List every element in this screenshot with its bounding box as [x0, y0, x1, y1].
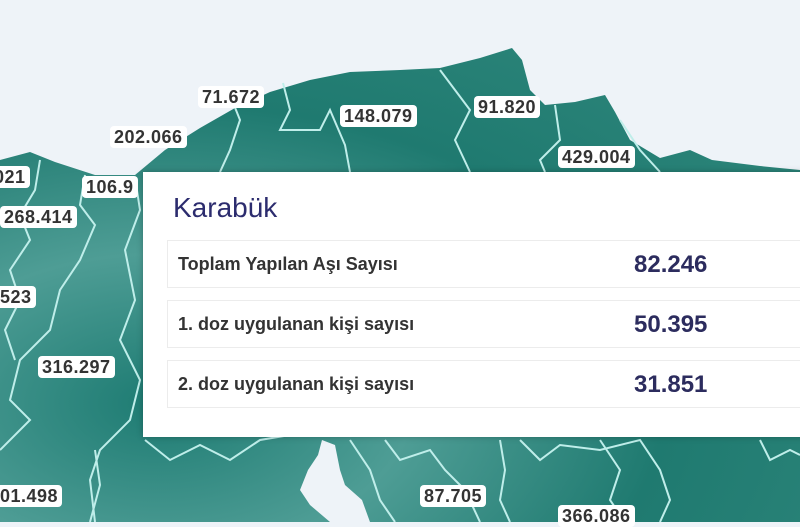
- tooltip-row: 2. doz uygulanan kişi sayısı 31.851: [167, 360, 800, 408]
- map-label: 87.705: [420, 485, 487, 507]
- map-label: 268.414: [0, 206, 77, 228]
- row-value: 31.851: [634, 371, 708, 398]
- map-label: 523: [0, 286, 36, 308]
- map-label: 01.498: [0, 485, 63, 507]
- tooltip-row: 1. doz uygulanan kişi sayısı 50.395: [167, 300, 800, 348]
- row-label: 1. doz uygulanan kişi sayısı: [178, 314, 415, 334]
- row-value: 82.246: [634, 251, 708, 278]
- row-label: Toplam Yapılan Aşı Sayısı: [178, 254, 398, 274]
- map-label: 91.820: [474, 96, 541, 118]
- map-label: 429.004: [558, 146, 635, 168]
- map-label: 202.066: [110, 126, 187, 148]
- map-label: 366.086: [558, 505, 635, 527]
- map-label: 316.297: [38, 356, 115, 378]
- map-label: 148.079: [340, 105, 417, 127]
- tooltip-title: Karabük: [173, 192, 278, 223]
- map-label: 106.9: [82, 176, 138, 198]
- tooltip-row: Toplam Yapılan Aşı Sayısı 82.246: [167, 240, 800, 288]
- map-label: 71.672: [198, 86, 265, 108]
- row-label: 2. doz uygulanan kişi sayısı: [178, 374, 415, 394]
- province-tooltip: Karabük Toplam Yapılan Aşı Sayısı 82.246…: [143, 172, 800, 437]
- lake: [300, 440, 370, 522]
- province-borders: [0, 69, 800, 522]
- map-label: 021: [0, 166, 30, 188]
- row-value: 50.395: [634, 311, 708, 338]
